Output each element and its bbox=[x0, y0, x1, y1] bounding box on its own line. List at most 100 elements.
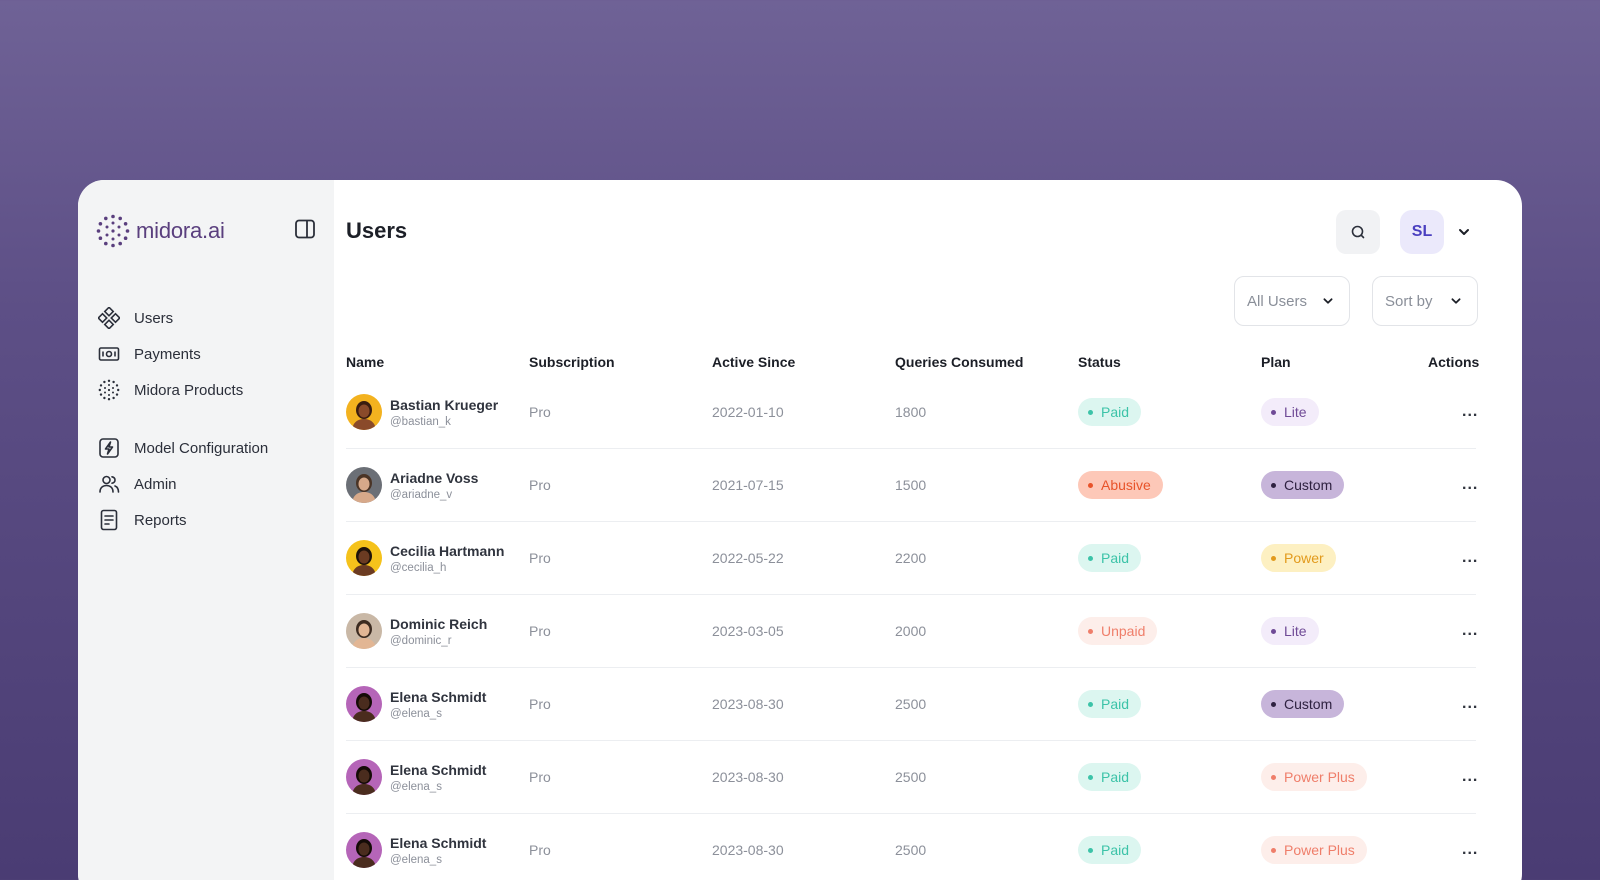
plan-dot bbox=[1271, 701, 1276, 707]
nav-spacer bbox=[98, 408, 318, 430]
user-cell: Ariadne Voss @ariadne_v bbox=[346, 449, 478, 521]
row-actions-button[interactable]: ... bbox=[1462, 768, 1479, 785]
avatar bbox=[346, 540, 382, 576]
sidebar-item-reports[interactable]: Reports bbox=[98, 502, 318, 538]
sidebar-toggle-button[interactable] bbox=[294, 218, 316, 240]
dotted-circle-icon bbox=[98, 379, 120, 401]
plan-badge: Power Plus bbox=[1261, 836, 1367, 864]
table-row[interactable]: Bastian Krueger @bastian_k Pro 2022-01-1… bbox=[346, 376, 1479, 449]
plan-label: Power bbox=[1284, 550, 1324, 566]
status-cell: Paid bbox=[1078, 668, 1142, 740]
sidebar-item-users[interactable]: Users bbox=[98, 300, 318, 336]
sort-dropdown[interactable]: Sort by bbox=[1372, 276, 1478, 326]
status-badge: Paid bbox=[1078, 544, 1142, 572]
user-name[interactable]: Bastian Krueger bbox=[390, 396, 499, 413]
row-actions-button[interactable]: ... bbox=[1462, 549, 1479, 566]
plan-cell: Power Plus bbox=[1261, 741, 1367, 813]
table-row[interactable]: Elena Schmidt @elena_s Pro 2023-08-30 25… bbox=[346, 668, 1479, 741]
table-row[interactable]: Elena Schmidt @elena_s Pro 2023-08-30 25… bbox=[346, 814, 1479, 880]
user-identity: Elena Schmidt @elena_s bbox=[390, 762, 486, 793]
subscription-cell: Pro bbox=[529, 404, 551, 420]
subscription-cell: Pro bbox=[529, 696, 551, 712]
chevron-down-icon bbox=[1459, 229, 1469, 235]
sidebar-item-label: Reports bbox=[134, 511, 187, 529]
column-header-active-since[interactable]: Active Since bbox=[712, 354, 796, 370]
chevron-down-icon bbox=[1323, 298, 1333, 304]
column-header-subscription[interactable]: Subscription bbox=[529, 354, 615, 370]
sidebar-panel-icon bbox=[295, 219, 315, 239]
user-name[interactable]: Dominic Reich bbox=[390, 615, 488, 632]
plan-dot bbox=[1271, 847, 1276, 853]
queries-cell: 2500 bbox=[895, 842, 927, 858]
row-actions-button[interactable]: ... bbox=[1462, 403, 1479, 420]
user-cell: Cecilia Hartmann @cecilia_h bbox=[346, 522, 504, 594]
brand-name: midora.ai bbox=[136, 218, 225, 243]
column-header-queries-consumed[interactable]: Queries Consumed bbox=[895, 354, 1024, 370]
user-name[interactable]: Elena Schmidt bbox=[390, 688, 487, 705]
user-name[interactable]: Elena Schmidt bbox=[390, 834, 487, 851]
plan-cell: Custom bbox=[1261, 668, 1345, 740]
column-header-plan[interactable]: Plan bbox=[1261, 354, 1291, 370]
plan-label: Custom bbox=[1284, 477, 1333, 493]
user-name[interactable]: Elena Schmidt bbox=[390, 761, 487, 778]
plan-badge: Lite bbox=[1261, 398, 1319, 426]
active-since-cell: 2023-08-30 bbox=[712, 769, 784, 785]
sidebar-item-midora-products[interactable]: Midora Products bbox=[98, 372, 318, 408]
queries-cell: 2000 bbox=[895, 623, 927, 639]
users-filter-dropdown[interactable]: All Users bbox=[1234, 276, 1350, 326]
plan-badge: Power Plus bbox=[1261, 763, 1367, 791]
plan-dot bbox=[1271, 774, 1276, 780]
account-menu-button[interactable] bbox=[1454, 222, 1474, 242]
status-label: Paid bbox=[1101, 842, 1130, 858]
brand-logo[interactable]: midora.ai bbox=[96, 214, 225, 248]
status-label: Paid bbox=[1101, 696, 1130, 712]
plan-label: Custom bbox=[1284, 696, 1333, 712]
user-identity: Dominic Reich @dominic_r bbox=[390, 616, 487, 647]
plan-cell: Power Plus bbox=[1261, 814, 1367, 880]
status-cell: Paid bbox=[1078, 814, 1142, 880]
table-row[interactable]: Cecilia Hartmann @cecilia_h Pro 2022-05-… bbox=[346, 522, 1479, 595]
users-table-body: Bastian Krueger @bastian_k Pro 2022-01-1… bbox=[346, 376, 1479, 880]
status-badge: Unpaid bbox=[1078, 617, 1158, 645]
avatar bbox=[346, 467, 382, 503]
avatar bbox=[346, 832, 382, 868]
active-since-cell: 2021-07-15 bbox=[712, 477, 784, 493]
user-name[interactable]: Cecilia Hartmann bbox=[390, 542, 505, 559]
bolt-square-icon bbox=[98, 437, 120, 459]
user-name[interactable]: Ariadne Voss bbox=[390, 469, 479, 486]
sidebar-item-payments[interactable]: Payments bbox=[98, 336, 318, 372]
app-window: midora.ai Users bbox=[78, 180, 1522, 880]
status-cell: Paid bbox=[1078, 741, 1142, 813]
status-cell: Paid bbox=[1078, 376, 1142, 448]
table-row[interactable]: Elena Schmidt @elena_s Pro 2023-08-30 25… bbox=[346, 741, 1479, 814]
sidebar-item-model-configuration[interactable]: Model Configuration bbox=[98, 430, 318, 466]
queries-cell: 1500 bbox=[895, 477, 927, 493]
sort-value: Sort by bbox=[1385, 292, 1433, 310]
user-identity: Elena Schmidt @elena_s bbox=[390, 689, 486, 720]
row-actions-button[interactable]: ... bbox=[1462, 841, 1479, 858]
plan-badge: Custom bbox=[1261, 471, 1345, 499]
subscription-cell: Pro bbox=[529, 623, 551, 639]
status-dot bbox=[1088, 701, 1093, 707]
chevron-down-icon bbox=[1451, 298, 1461, 304]
users-filter-value: All Users bbox=[1247, 292, 1308, 310]
row-actions-button[interactable]: ... bbox=[1462, 476, 1479, 493]
active-since-cell: 2023-08-30 bbox=[712, 842, 784, 858]
user-handle: @dominic_r bbox=[390, 634, 452, 647]
status-cell: Paid bbox=[1078, 522, 1142, 594]
page-title: Users bbox=[346, 218, 408, 243]
sidebar-item-label: Users bbox=[134, 309, 174, 327]
row-actions-button[interactable]: ... bbox=[1462, 695, 1479, 712]
status-badge: Paid bbox=[1078, 763, 1142, 791]
user-handle: @elena_s bbox=[390, 853, 442, 866]
column-header-name[interactable]: Name bbox=[346, 354, 385, 370]
queries-cell: 1800 bbox=[895, 404, 927, 420]
avatar bbox=[346, 686, 382, 722]
table-row[interactable]: Dominic Reich @dominic_r Pro 2023-03-05 … bbox=[346, 595, 1479, 668]
row-actions-button[interactable]: ... bbox=[1462, 622, 1479, 639]
avatar[interactable]: SL bbox=[1400, 210, 1444, 254]
column-header-status[interactable]: Status bbox=[1078, 354, 1121, 370]
sidebar-item-admin[interactable]: Admin bbox=[98, 466, 318, 502]
table-row[interactable]: Ariadne Voss @ariadne_v Pro 2021-07-15 1… bbox=[346, 449, 1479, 522]
search-button[interactable] bbox=[1336, 210, 1380, 254]
